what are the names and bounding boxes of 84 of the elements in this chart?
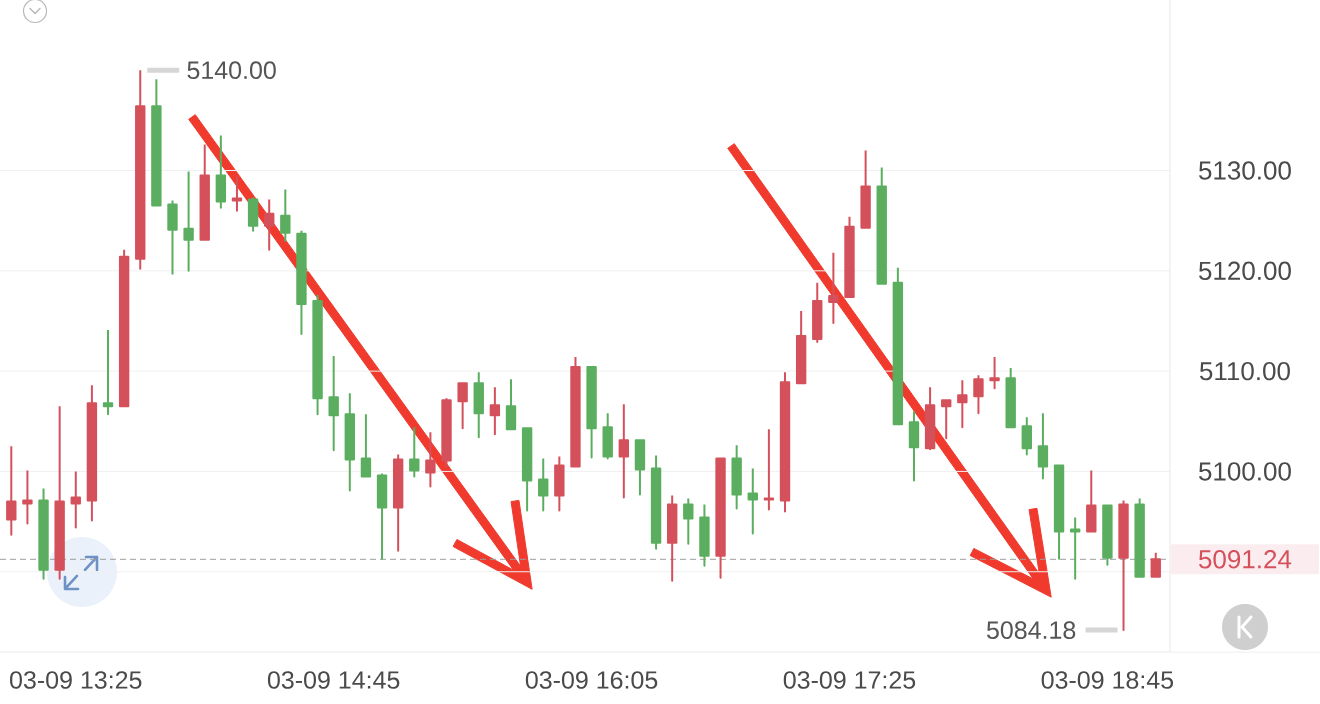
candlestick <box>666 494 678 582</box>
candlestick <box>795 309 807 385</box>
candlestick <box>1134 497 1145 578</box>
candlestick <box>602 412 613 460</box>
candlestick <box>618 403 630 499</box>
x-tick-label: 03-09 13:25 <box>10 671 142 689</box>
candlestick <box>1102 504 1113 566</box>
candlestick <box>634 439 646 496</box>
candlestick <box>812 281 823 344</box>
candlestick <box>38 487 49 580</box>
candlestick <box>505 378 517 431</box>
x-tick-label: 03-09 14:45 <box>267 671 400 689</box>
candlestick <box>409 426 420 478</box>
candlestick <box>70 470 81 529</box>
candlestick <box>1037 412 1049 480</box>
candlestick <box>828 251 839 324</box>
candlestick <box>22 469 33 525</box>
candlestick <box>231 175 243 212</box>
candlestick <box>747 467 758 535</box>
x-tick-label: 03-09 17:25 <box>783 671 916 689</box>
candlestick <box>973 374 984 415</box>
candlestick <box>1053 464 1065 560</box>
candlestick <box>570 356 581 468</box>
candlestick <box>521 427 533 512</box>
candlestick <box>779 371 791 513</box>
candlestick <box>296 229 307 336</box>
y-tick-label: 5110.00 <box>1199 361 1290 381</box>
candlestick <box>280 188 291 242</box>
candlestick <box>1069 516 1081 580</box>
candlestick <box>650 454 662 550</box>
candlestick <box>1086 469 1097 533</box>
candlestick <box>247 196 259 232</box>
candlestick <box>360 413 372 478</box>
y-tick-label: 5120.00 <box>1198 261 1291 281</box>
candlestick <box>1150 551 1161 578</box>
candlestick <box>441 397 452 468</box>
candlestick <box>860 149 871 229</box>
candlestick <box>135 69 146 270</box>
candlestick <box>731 444 742 510</box>
candlestick <box>328 355 339 452</box>
y-tick-label: 5100.00 <box>1198 462 1291 481</box>
candlestick <box>167 199 178 275</box>
candlestick <box>586 366 597 459</box>
candlestick <box>957 379 968 429</box>
candlestick <box>538 457 549 512</box>
candlestick <box>86 384 98 522</box>
candlestick <box>763 428 775 511</box>
candlestick <box>102 329 114 416</box>
candlestick <box>683 497 694 545</box>
candlestick <box>199 143 210 241</box>
candlestick <box>425 431 436 488</box>
candlestick <box>1118 499 1129 632</box>
candlestick <box>1021 416 1032 456</box>
candlestick <box>457 382 468 430</box>
candlestick <box>941 398 952 440</box>
candlestick <box>989 356 1000 390</box>
candlestick <box>392 453 404 552</box>
candlestick <box>554 455 565 512</box>
annotation: 5140.00 <box>187 61 276 80</box>
candlestick <box>844 215 855 298</box>
y-tick-label: 5130.00 <box>1198 161 1291 180</box>
candlestick <box>876 166 887 285</box>
candlestick <box>1005 367 1016 429</box>
candlestick <box>312 293 323 416</box>
candlestick <box>54 405 65 580</box>
candlestick <box>908 410 920 482</box>
candlestick <box>892 266 904 426</box>
candlestick <box>473 371 484 439</box>
candlestick <box>489 386 501 436</box>
annotation: 5084.18 <box>986 621 1076 639</box>
candlestick <box>6 445 17 536</box>
candlestick <box>183 170 194 272</box>
candlestick <box>715 457 726 579</box>
candlestick <box>924 386 936 451</box>
candlestick <box>264 198 275 251</box>
candlestick <box>376 472 388 560</box>
candlestick <box>215 134 227 209</box>
candlestick <box>118 248 130 408</box>
x-tick-label: 03-09 16:05 <box>525 671 658 689</box>
candlestick <box>151 78 162 207</box>
candlestick <box>344 392 355 492</box>
ref-line-label: 5091.24 <box>1198 550 1292 569</box>
x-tick-label: 03-09 18:45 <box>1041 671 1174 689</box>
candlestick <box>699 503 710 567</box>
